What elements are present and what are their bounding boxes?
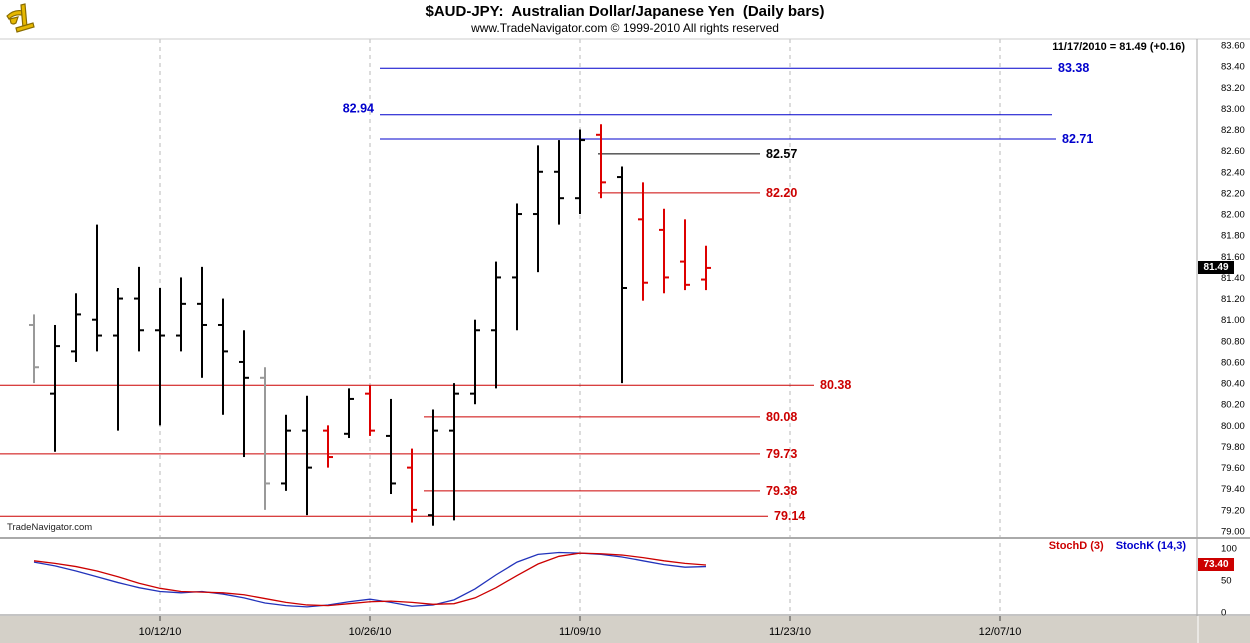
price-axis-tick-label: 80.40 — [1221, 379, 1245, 390]
stoch-last-value-badge: 73.40 — [1198, 558, 1234, 571]
date-label: 10/26/10 — [349, 626, 392, 638]
price-axis-tick-label: 79.80 — [1221, 442, 1245, 453]
price-axis-tick-label: 81.40 — [1221, 273, 1245, 284]
chart-subtitle: www.TradeNavigator.com © 1999-2010 All r… — [471, 21, 779, 35]
price-axis-tick-label: 81.60 — [1221, 252, 1245, 263]
price-axis-tick-label: 81.00 — [1221, 315, 1245, 326]
price-axis-tick-label: 79.00 — [1221, 527, 1245, 538]
watermark: TradeNavigator.com — [7, 522, 93, 533]
stoch-axis-tick-label: 50 — [1221, 576, 1232, 587]
level-label: 82.57 — [766, 147, 797, 161]
price-axis-tick-label: 82.80 — [1221, 125, 1245, 136]
date-label: 11/09/10 — [559, 626, 601, 638]
indicator-legend: StochD (3) StochK (14,3) — [1049, 540, 1186, 552]
price-axis-tick-label: 80.80 — [1221, 336, 1245, 347]
stochd-line — [33, 552, 707, 607]
price-axis-tick-label: 83.60 — [1221, 41, 1245, 52]
level-label: 79.73 — [766, 447, 797, 461]
date-label: 11/23/10 — [769, 626, 811, 638]
price-axis-tick-label: 79.60 — [1221, 463, 1245, 474]
level-label: 82.94 — [343, 102, 374, 116]
level-label: 79.14 — [774, 509, 805, 523]
level-label: 79.38 — [766, 484, 797, 498]
last-price-badge: 81.49 — [1198, 261, 1234, 274]
price-axis-tick-label: 80.00 — [1221, 421, 1245, 432]
price-axis-tick-label: 79.40 — [1221, 484, 1245, 495]
stochd-label[interactable]: StochD (3) — [1048, 540, 1104, 552]
price-axis-tick-label: 82.00 — [1221, 210, 1245, 221]
price-axis-tick-label: 81.80 — [1221, 231, 1245, 242]
price-axis-tick-label: 79.20 — [1221, 505, 1245, 516]
date-label: 10/12/10 — [139, 626, 182, 638]
level-label: 82.20 — [766, 186, 797, 200]
price-axis-tick-label: 83.40 — [1221, 62, 1245, 73]
price-axis-tick-label: 82.60 — [1221, 146, 1245, 157]
last-quote-info: 11/17/2010 = 81.49 (+0.16) — [1052, 41, 1185, 53]
date-label: 12/07/10 — [979, 626, 1022, 638]
price-axis-tick-label: 82.40 — [1221, 167, 1245, 178]
stochk-label[interactable]: StochK (14,3) — [1115, 540, 1186, 552]
gold-scales-logo-graphic — [6, 3, 35, 33]
price-axis-tick-label: 82.20 — [1221, 188, 1245, 199]
level-label: 82.71 — [1062, 132, 1093, 146]
stoch-axis-tick-label: 0 — [1221, 608, 1226, 619]
level-label: 80.08 — [766, 410, 797, 424]
chart-title: $AUD-JPY: Australian Dollar/Japanese Yen… — [425, 3, 825, 20]
price-axis-tick-label: 80.20 — [1221, 400, 1245, 411]
tradenavigator-logo-icon[interactable] — [4, 2, 42, 34]
level-label: 80.38 — [820, 378, 851, 392]
price-axis-tick-label: 83.00 — [1221, 104, 1245, 115]
price-axis-tick-label: 83.20 — [1221, 83, 1245, 94]
price-axis-tick-label: 80.60 — [1221, 357, 1245, 368]
date-axis-strip — [0, 616, 1250, 643]
price-axis-tick-label: 81.20 — [1221, 294, 1245, 305]
stoch-axis-tick-label: 100 — [1221, 544, 1237, 555]
level-label: 83.38 — [1058, 61, 1089, 75]
